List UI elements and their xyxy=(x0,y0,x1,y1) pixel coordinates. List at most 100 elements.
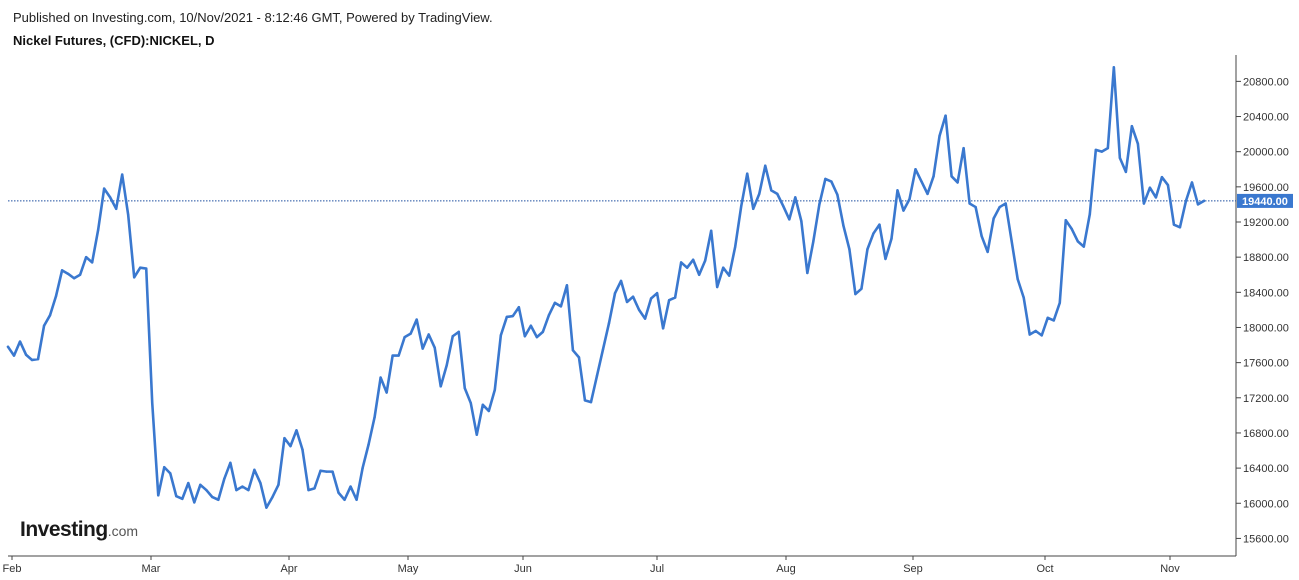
last-price-badge-bg xyxy=(1237,193,1293,208)
price-point xyxy=(457,330,460,334)
price-point xyxy=(463,386,466,390)
price-point xyxy=(18,340,22,343)
price-point xyxy=(409,332,412,335)
price-point xyxy=(114,207,118,211)
price-point xyxy=(968,202,971,205)
price-point xyxy=(1010,240,1013,243)
price-point xyxy=(583,399,587,402)
price-point xyxy=(397,354,400,357)
price-point xyxy=(667,299,671,302)
y-tick-label: 16800.00 xyxy=(1243,428,1289,440)
price-point xyxy=(872,232,875,235)
y-tick-label: 18400.00 xyxy=(1243,287,1289,299)
price-point xyxy=(54,294,58,298)
x-tick-label: Mar xyxy=(142,563,161,575)
price-point xyxy=(277,483,280,487)
price-point xyxy=(373,415,376,419)
price-point xyxy=(740,204,743,208)
price-point xyxy=(1148,186,1152,189)
y-tick-label: 20400.00 xyxy=(1243,112,1289,124)
x-tick-label: Aug xyxy=(776,563,796,575)
price-point xyxy=(337,491,340,494)
price-point xyxy=(1190,181,1194,184)
price-point xyxy=(601,348,605,351)
price-point xyxy=(703,259,707,262)
price-point xyxy=(523,335,527,338)
price-point xyxy=(1094,148,1098,152)
price-point xyxy=(289,444,292,448)
price-point xyxy=(151,401,154,405)
price-point xyxy=(42,324,46,327)
price-point xyxy=(571,349,575,352)
price-point xyxy=(361,466,364,470)
price-point xyxy=(78,273,82,276)
x-tick-label: Feb xyxy=(3,563,22,575)
price-point xyxy=(211,495,214,499)
price-point xyxy=(265,506,268,509)
price-point xyxy=(163,466,166,469)
investing-logo: Investing.com xyxy=(20,518,138,542)
price-point xyxy=(547,313,551,317)
price-point xyxy=(36,357,40,361)
price-series-line[interactable] xyxy=(6,66,1206,509)
price-point xyxy=(1142,202,1146,205)
y-tick-label: 19200.00 xyxy=(1243,217,1289,229)
price-point xyxy=(1184,199,1188,203)
y-tick-label: 20000.00 xyxy=(1243,147,1289,159)
x-tick-label: Sep xyxy=(903,563,923,575)
price-point xyxy=(673,296,677,299)
price-point xyxy=(559,305,563,308)
price-point xyxy=(343,498,346,501)
price-point xyxy=(493,388,497,392)
price-point xyxy=(1046,316,1049,320)
price-point xyxy=(980,234,983,238)
price-point xyxy=(415,318,418,321)
price-point xyxy=(96,228,100,232)
price-point xyxy=(499,334,503,337)
price-point xyxy=(776,192,779,196)
price-point xyxy=(1040,334,1043,337)
price-point xyxy=(102,187,106,190)
price-point xyxy=(860,287,863,290)
time-axis: Feb Mar Apr May Jun Jul Aug Sep Oct Nov xyxy=(3,556,1180,575)
price-point xyxy=(1124,170,1128,174)
price-point xyxy=(1196,203,1200,206)
price-point xyxy=(631,295,635,298)
price-point xyxy=(932,175,935,178)
price-point xyxy=(722,266,725,269)
price-point xyxy=(72,277,76,280)
price-point xyxy=(746,172,749,175)
logo-suffix: .com xyxy=(107,523,139,539)
price-point xyxy=(685,266,689,269)
price-point xyxy=(90,261,94,264)
price-point xyxy=(1034,329,1037,333)
price-points xyxy=(6,66,1206,509)
price-point xyxy=(421,347,424,350)
price-point xyxy=(253,468,256,472)
price-point xyxy=(956,181,959,184)
price-point xyxy=(577,356,581,359)
price-point xyxy=(1160,175,1164,179)
price-point xyxy=(1064,219,1067,222)
price-point xyxy=(139,266,142,269)
price-axis: 15600.00 16000.00 16400.00 16800.00 17200.00… xyxy=(1236,76,1289,545)
price-point xyxy=(734,245,737,248)
price-point xyxy=(241,485,244,488)
price-point xyxy=(764,164,767,167)
price-point xyxy=(794,196,797,199)
symbol-title: Nickel Futures, (CFD):NICKEL, D xyxy=(13,33,215,48)
price-point xyxy=(1076,240,1079,243)
price-point xyxy=(325,470,328,473)
price-point xyxy=(355,498,358,501)
price-point xyxy=(511,314,515,318)
price-point xyxy=(439,385,442,388)
price-point xyxy=(487,409,490,413)
price-point xyxy=(758,192,761,196)
price-point xyxy=(1178,226,1182,229)
price-point xyxy=(169,472,172,475)
price-point xyxy=(1106,146,1110,150)
price-point xyxy=(974,205,977,209)
price-point xyxy=(529,324,533,327)
price-point xyxy=(1172,223,1176,226)
